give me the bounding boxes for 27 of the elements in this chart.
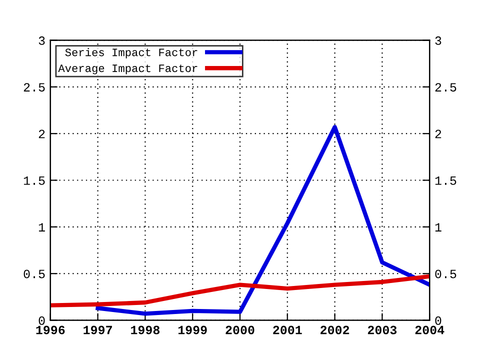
y2-tick-label: 1 [435, 223, 442, 232]
x-tick-label: 2003 [368, 326, 397, 334]
y-tick-label: 2.5 [24, 83, 45, 92]
line-series [96, 124, 430, 316]
y-tick-label: 3 [38, 36, 45, 45]
y2-tick-label: 3 [435, 36, 442, 45]
y-tick-label: 1 [38, 223, 45, 232]
x-tick-label: 2004 [415, 326, 444, 334]
y-tick-label: 1.5 [24, 176, 45, 185]
y2-tick-label: 1.5 [435, 176, 456, 185]
x-tick-label: 2001 [273, 326, 302, 334]
y2-tick-label: 2.5 [435, 83, 456, 92]
y2-tick-label: 0.5 [435, 270, 456, 278]
y2-tick-label: 0 [435, 316, 442, 325]
y-tick-label: 0.5 [24, 270, 45, 278]
x-tick-label: 2002 [320, 326, 350, 334]
line-series [50, 274, 430, 308]
x-tick-label: 1997 [84, 326, 112, 334]
y-tick-label: 0 [38, 316, 45, 325]
x-tick-label: 1998 [131, 326, 160, 334]
y2-tick-label: 2 [435, 130, 442, 138]
legend-label: Average Impact Factor [58, 64, 198, 74]
legend-label: Series Impact Factor [65, 48, 198, 58]
y-tick-label: 2 [38, 130, 45, 138]
x-tick-label: 1996 [36, 326, 65, 334]
x-tick-label: 2000 [226, 326, 254, 334]
x-tick-label: 1999 [178, 326, 207, 334]
